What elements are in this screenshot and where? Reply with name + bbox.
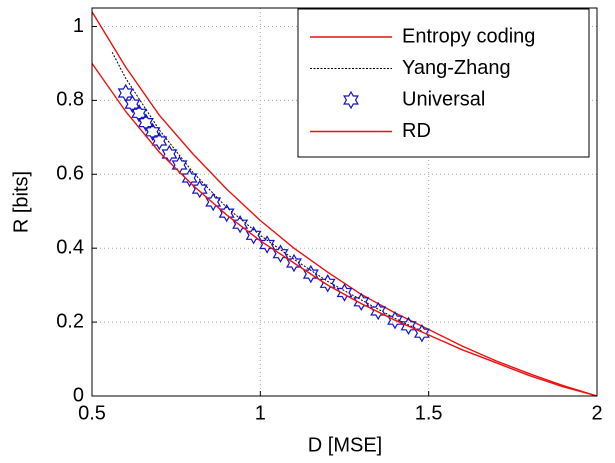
marker	[124, 94, 141, 114]
x-axis-label: D [MSE]	[308, 434, 382, 456]
x-tick-label: 0.5	[78, 402, 106, 424]
y-tick-label: 0.4	[56, 236, 84, 258]
y-tick-label: 1	[73, 15, 84, 37]
marker	[137, 113, 154, 132]
marker	[205, 192, 222, 212]
marker	[370, 301, 387, 321]
x-tick-label: 1	[255, 402, 266, 424]
marker	[336, 283, 353, 302]
marker	[131, 104, 148, 123]
series-line	[111, 52, 423, 332]
legend-box	[297, 8, 590, 158]
y-tick-label: 0.2	[56, 310, 84, 332]
marker	[144, 122, 161, 142]
y-axis-label: R [bits]	[10, 171, 32, 233]
x-tick-label: 1.5	[415, 402, 443, 424]
plot-frame	[91, 7, 598, 397]
y-tick-label: 0.6	[56, 163, 84, 185]
legend-label: RD	[402, 120, 431, 142]
y-tick-label: 0	[73, 384, 84, 406]
y-tick-label: 0.8	[56, 89, 84, 111]
marker	[245, 226, 262, 245]
legend-label: Yang-Zhang	[402, 57, 511, 79]
marker	[181, 168, 198, 188]
x-tick-label: 2	[591, 402, 602, 424]
legend-label: Entropy coding	[402, 25, 535, 47]
marker	[353, 292, 370, 312]
legend-label: Universal	[402, 88, 485, 110]
legend-marker	[343, 90, 359, 110]
marker	[400, 316, 417, 336]
series-line	[91, 62, 598, 397]
marker	[319, 274, 336, 293]
marker	[151, 131, 168, 151]
